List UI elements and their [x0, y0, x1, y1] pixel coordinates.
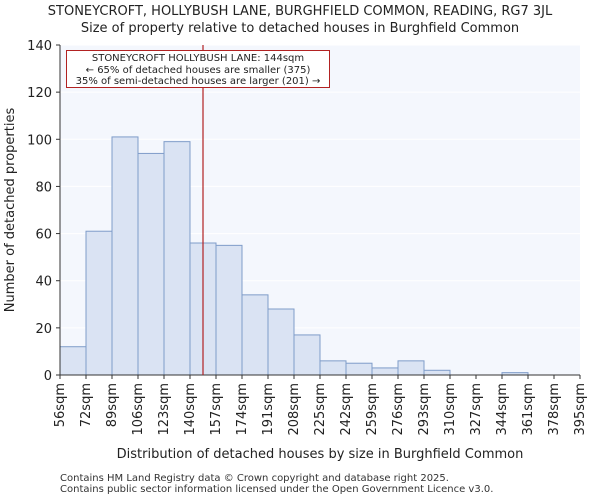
x-tick-label: 276sqm: [391, 383, 406, 436]
y-tick-label: 80: [35, 180, 52, 195]
x-tick-label: 242sqm: [339, 383, 354, 436]
y-tick-label: 0: [44, 369, 52, 384]
x-tick-label: 140sqm: [183, 383, 198, 436]
histogram-bar: [397, 360, 425, 376]
x-tick-label: 378sqm: [547, 383, 562, 436]
x-tick-label: 72sqm: [79, 383, 94, 427]
histogram-bar: [111, 136, 139, 376]
x-axis-label: Distribution of detached houses by size …: [117, 447, 524, 462]
annotation-line-3: 35% of semi-detached houses are larger (…: [75, 76, 321, 87]
y-tick-label: 40: [35, 275, 52, 290]
histogram-bar: [85, 230, 113, 376]
x-tick-label: 310sqm: [443, 383, 458, 436]
x-tick-label: 208sqm: [287, 383, 302, 436]
x-tick-label: 361sqm: [521, 383, 536, 436]
histogram-bar: [137, 152, 165, 376]
y-tick-label: 60: [35, 228, 52, 243]
x-tick-label: 106sqm: [131, 383, 146, 436]
y-tick-label: 20: [35, 322, 52, 337]
x-tick-label: 174sqm: [235, 383, 250, 436]
histogram-bar: [345, 362, 373, 376]
footer-line-2: Contains public sector information licen…: [60, 484, 494, 495]
x-tick-label: 293sqm: [417, 383, 432, 436]
histogram-bar: [215, 244, 243, 376]
footer-line-1: Contains HM Land Registry data © Crown c…: [60, 473, 449, 484]
x-tick-label: 225sqm: [313, 383, 328, 436]
y-axis-label: Number of detached properties: [3, 108, 18, 313]
histogram-bar: [319, 360, 347, 376]
y-tick-label: 120: [27, 86, 52, 101]
x-tick-label: 344sqm: [495, 383, 510, 436]
histogram-bar: [371, 367, 399, 376]
histogram-bar: [163, 141, 191, 376]
histogram-bar: [293, 334, 321, 376]
x-tick-label: 191sqm: [261, 383, 276, 436]
x-tick-label: 56sqm: [53, 383, 68, 427]
histogram-bar: [423, 369, 451, 376]
x-tick-label: 89sqm: [105, 383, 120, 427]
annotation-line-1: STONEYCROFT HOLLYBUSH LANE: 144sqm: [91, 53, 305, 64]
x-tick-label: 327sqm: [469, 383, 484, 436]
x-tick-label: 259sqm: [365, 383, 380, 436]
x-tick-label: 157sqm: [209, 383, 224, 436]
x-tick-label: 395sqm: [573, 383, 588, 436]
y-tick-label: 100: [27, 133, 52, 148]
histogram-bar: [241, 294, 269, 376]
chart-subtitle: Size of property relative to detached ho…: [80, 21, 520, 36]
y-tick-label: 140: [27, 39, 52, 54]
histogram-bar: [267, 308, 295, 376]
property-annotation-box: STONEYCROFT HOLLYBUSH LANE: 144sqm ← 65%…: [66, 50, 330, 88]
annotation-line-2: ← 65% of detached houses are smaller (37…: [85, 64, 311, 76]
x-tick-label: 123sqm: [157, 383, 172, 436]
histogram-bar: [59, 346, 87, 376]
chart-title: STONEYCROFT, HOLLYBUSH LANE, BURGHFIELD …: [47, 4, 553, 19]
